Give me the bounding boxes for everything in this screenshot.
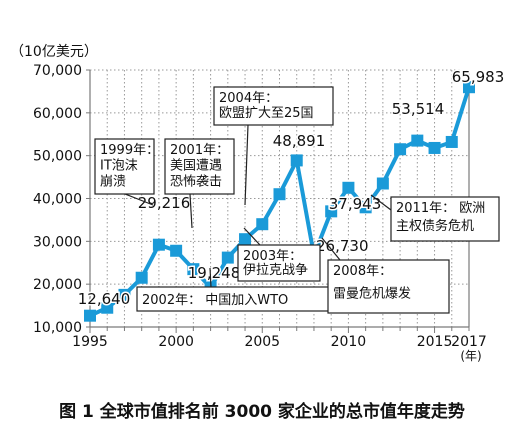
callout-text: 2003年： [243, 249, 302, 264]
callout-box [213, 86, 334, 126]
callout-pointer [321, 237, 341, 261]
callout-pointer [124, 193, 154, 206]
line-chart: 10,000 20,000 30,000 40,000 50,000 60,000 70,0… [10, 44, 506, 363]
callout-box [94, 138, 155, 195]
callout-text: 雷曼危机爆发 [333, 286, 411, 302]
callout-text: 2011年： 欧洲 [396, 201, 485, 216]
data-label: 53,514 [392, 100, 445, 118]
data-point-marker [394, 143, 407, 156]
data-point-marker [325, 205, 338, 218]
data-label: 19,248 [188, 264, 241, 282]
data-point-marker [273, 188, 286, 201]
callout-text: 2001年： [170, 143, 229, 158]
data-point-marker [359, 201, 372, 214]
data-point-marker [342, 181, 355, 194]
y-tick-label: 20,000 [33, 277, 82, 293]
data-point-marker [221, 251, 234, 264]
data-point-marker [239, 233, 252, 246]
data-label: 65,983 [452, 68, 505, 86]
callout-text: 1999年： [100, 143, 159, 158]
figure-caption: 图 1 全球市值排名前 3000 家企业的总市值年度走势 [59, 402, 465, 422]
callout-box [327, 259, 450, 314]
data-label: 48,891 [273, 132, 326, 150]
callout-box [390, 196, 500, 242]
callout-pointer [370, 194, 392, 211]
data-point-marker [445, 135, 458, 148]
data-point-marker [187, 263, 200, 276]
y-tick-label: 60,000 [33, 106, 82, 122]
callout-box [237, 244, 321, 282]
data-point-marker [290, 154, 303, 167]
data-point-marker [152, 238, 165, 251]
data-point-marker [411, 134, 424, 147]
data-label: 37,943 [329, 195, 382, 213]
chart-panel: 10,000 20,000 30,000 40,000 50,000 60,000 70,0… [10, 44, 506, 363]
data-point-marker [135, 271, 148, 284]
callout-text: 2004年： [219, 91, 278, 106]
x-tick-label: 2010 [331, 334, 367, 350]
x-tick-label: 1995 [72, 334, 108, 350]
callout-box [136, 286, 334, 312]
callout-text: 主权债务危机 [396, 218, 474, 234]
callout-pointer [209, 267, 212, 288]
callout-text: 2008年： [333, 264, 392, 279]
y-tick-label: 10,000 [33, 320, 82, 336]
callout-text: 伊拉克战争 [243, 263, 308, 278]
callout-pointer [189, 193, 193, 229]
data-point-marker [170, 244, 183, 257]
callout-text: 崩溃 [100, 174, 126, 189]
data-label: 29,216 [138, 194, 191, 212]
callout-text: 恐怖袭击 [170, 173, 222, 189]
callout-text: IT泡沫 [100, 159, 138, 174]
y-tick-label: 40,000 [33, 192, 82, 208]
x-tick-label: 2015 [417, 334, 453, 350]
x-tick-label: 2017 [451, 334, 487, 350]
x-axis-unit: (年) [460, 349, 481, 363]
callout-text: 2002年： 中国加入WTO [142, 293, 288, 308]
data-point-marker [463, 81, 475, 94]
callout-pointer [243, 227, 261, 246]
data-point-marker [428, 141, 441, 154]
data-point-marker [84, 309, 96, 322]
data-label: 26,730 [316, 237, 369, 255]
y-unit-label: （10亿美元） [10, 44, 98, 60]
x-tick-label: 2000 [158, 334, 194, 350]
data-label: 12,640 [78, 290, 131, 308]
x-tick-label: 2005 [244, 334, 280, 350]
y-tick-label: 50,000 [33, 149, 82, 165]
callout-box [164, 138, 235, 195]
callout-pointer [244, 124, 249, 206]
y-tick-label: 30,000 [33, 234, 82, 250]
data-point-marker [256, 218, 269, 231]
y-tick-label: 70,000 [33, 63, 82, 79]
callout-text: 美国遭遇 [170, 159, 222, 174]
callout-text: 欧盟扩大至25国 [219, 106, 314, 121]
data-point-marker [376, 177, 389, 190]
data-point-marker [101, 301, 114, 314]
data-point-marker [118, 288, 131, 301]
